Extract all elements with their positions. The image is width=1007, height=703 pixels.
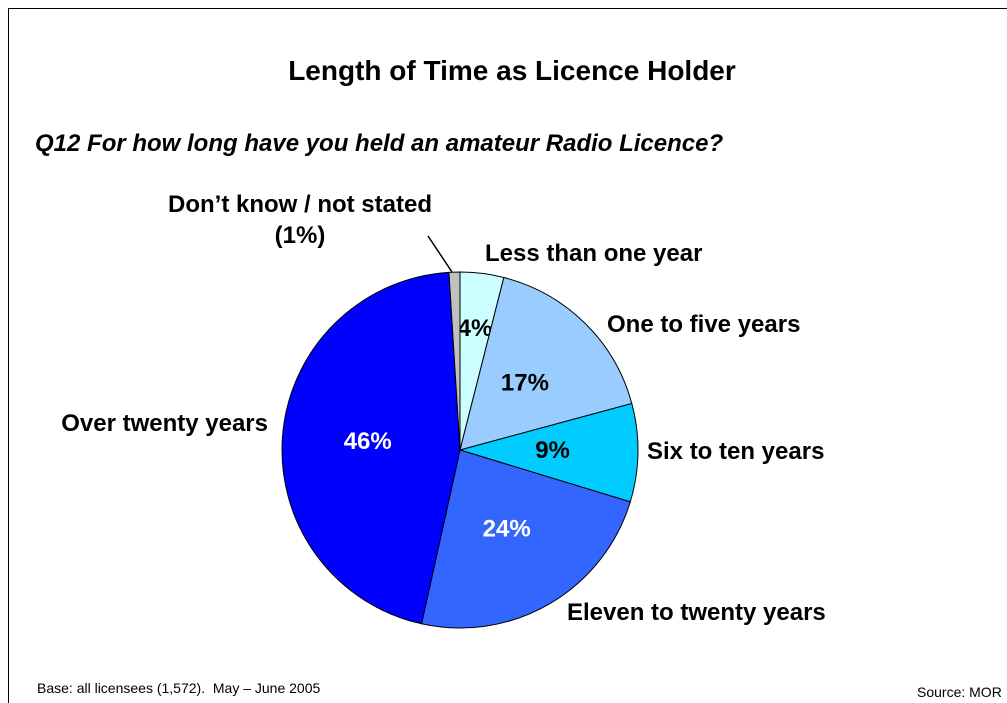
- pie-slice: [281, 271, 461, 625]
- pie-slice: [448, 271, 461, 451]
- value-label: 24%: [483, 515, 531, 542]
- category-label: Six to ten years: [647, 438, 825, 465]
- value-label: 17%: [501, 369, 549, 396]
- value-label: 4%: [458, 315, 493, 342]
- footnote: Base: all licensees (1,572). May – June …: [37, 680, 321, 696]
- pie-slice: [459, 276, 633, 451]
- leader-line: [427, 235, 453, 273]
- chart-title: Length of Time as Licence Holder: [288, 55, 736, 86]
- category-label: Don’t know / not stated (1%): [168, 191, 432, 249]
- value-label: 46%: [344, 428, 392, 455]
- value-label: 9%: [535, 437, 570, 464]
- category-label: One to five years: [607, 311, 801, 338]
- category-label: Eleven to twenty years: [567, 599, 826, 626]
- pie-slice: [458, 402, 639, 503]
- frame: [8, 8, 1007, 703]
- source: Source: MOR: [917, 684, 1002, 700]
- pie-slice: [420, 449, 631, 629]
- chart-subtitle: Q12 For how long have you held an amateu…: [35, 130, 724, 157]
- category-label: Less than one year: [485, 240, 703, 267]
- category-label: Over twenty years: [61, 410, 268, 437]
